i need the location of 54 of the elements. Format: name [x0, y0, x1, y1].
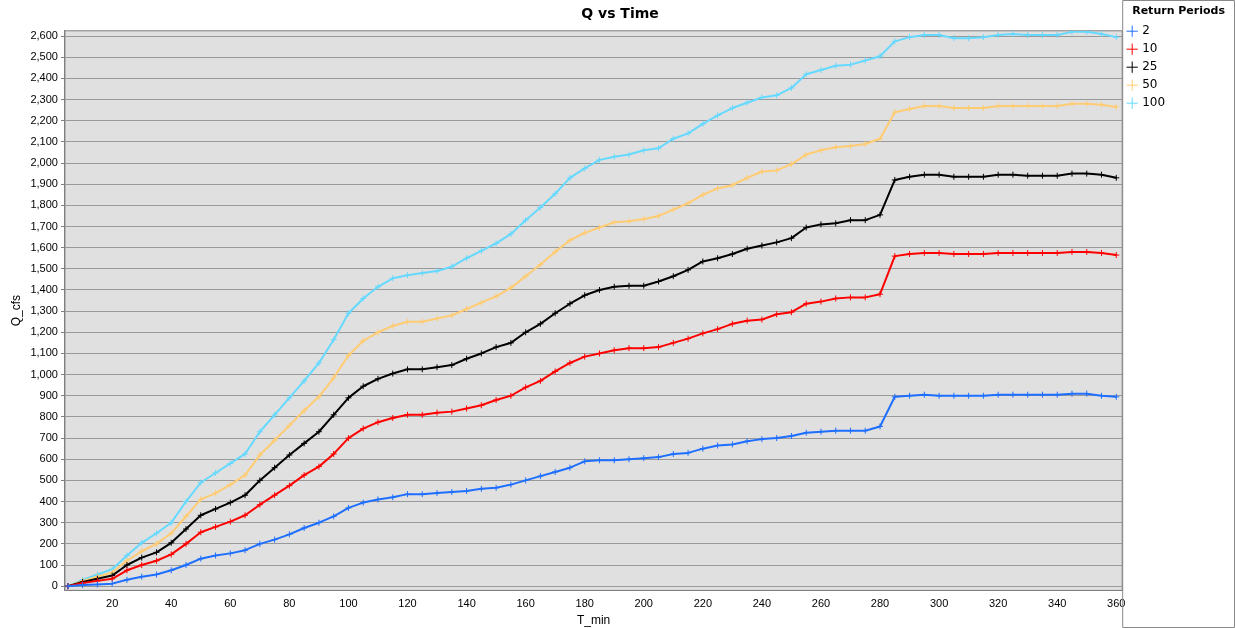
- y-tick-label: 200: [39, 536, 58, 549]
- x-tick-label: 240: [752, 597, 772, 610]
- y-tick-label: 0: [51, 579, 58, 592]
- y-tick-label: 2,400: [30, 71, 58, 84]
- x-tick-label: 40: [165, 597, 178, 610]
- x-tick-label: 340: [1048, 597, 1067, 610]
- x-tick-label: 160: [516, 597, 535, 610]
- y-tick-label: 700: [39, 431, 58, 444]
- y-axis-title: Q_cfs: [8, 294, 23, 327]
- legend-label: 100: [1142, 95, 1166, 110]
- y-tick-label: 1,500: [30, 261, 58, 274]
- x-tick-label: 220: [693, 597, 713, 610]
- x-tick-label: 100: [339, 597, 358, 610]
- x-tick-label: 120: [398, 597, 417, 610]
- y-tick-label: 2,300: [30, 92, 58, 105]
- chart-title: Q vs Time: [581, 5, 659, 22]
- y-tick-label: 2,100: [30, 134, 58, 147]
- y-tick-label: 900: [39, 388, 58, 401]
- y-tick-label: 800: [39, 409, 58, 422]
- x-tick-label: 300: [929, 597, 949, 610]
- y-tick-label: 2,600: [30, 29, 58, 42]
- x-tick-label: 80: [283, 597, 296, 610]
- legend-label: 25: [1142, 59, 1158, 74]
- legend-label: 2: [1142, 23, 1150, 38]
- y-tick-label: 2,000: [30, 156, 58, 169]
- y-tick-label: 300: [39, 515, 58, 528]
- legend-label: 10: [1142, 41, 1158, 56]
- y-tick-label: 1,000: [30, 367, 58, 380]
- x-tick-label: 260: [811, 597, 831, 610]
- x-tick-label: 140: [457, 597, 476, 610]
- legend-title: Return Periods: [1132, 4, 1226, 18]
- x-tick-label: 60: [224, 597, 237, 610]
- y-tick-label: 2,500: [30, 50, 58, 63]
- y-tick-label: 1,200: [30, 325, 58, 338]
- y-tick-label: 2,200: [30, 113, 58, 126]
- x-tick-label: 200: [634, 597, 653, 610]
- y-tick-label: 600: [39, 452, 58, 465]
- y-tick-label: 400: [39, 494, 58, 507]
- y-tick-label: 1,800: [30, 198, 58, 211]
- y-tick-label: 100: [39, 558, 58, 571]
- y-tick-label: 1,100: [30, 346, 58, 359]
- y-tick-label: 1,400: [30, 283, 58, 295]
- x-tick-label: 280: [870, 597, 890, 610]
- x-axis-title: T_min: [576, 613, 611, 628]
- x-tick-label: 20: [106, 597, 119, 610]
- x-tick-label: 360: [1107, 597, 1126, 610]
- y-tick-label: 1,900: [30, 177, 58, 190]
- x-tick-label: 320: [988, 597, 1008, 610]
- y-tick-label: 1,700: [30, 219, 58, 232]
- y-tick-label: 500: [39, 473, 58, 486]
- legend-label: 50: [1142, 77, 1158, 92]
- x-tick-label: 180: [575, 597, 594, 610]
- y-tick-label: 1,600: [30, 240, 58, 253]
- y-tick-label: 1,300: [30, 304, 58, 317]
